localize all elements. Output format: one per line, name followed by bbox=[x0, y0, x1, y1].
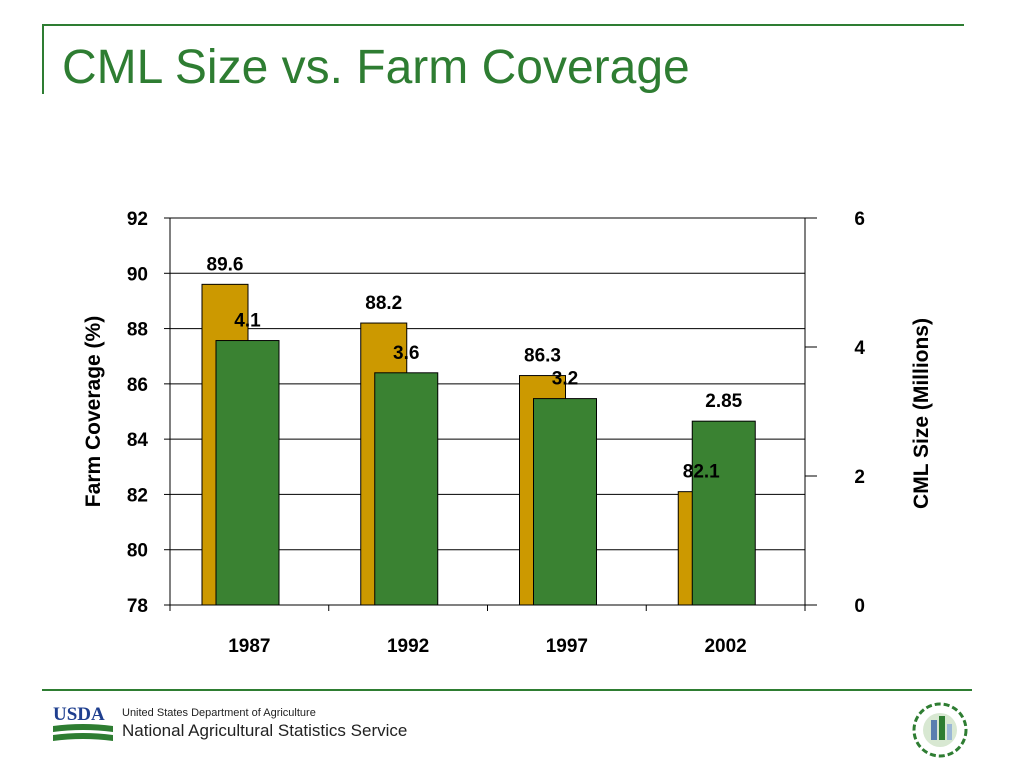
data-label-cml-size: 3.6 bbox=[393, 343, 419, 364]
x-category-label: 1987 bbox=[228, 636, 270, 657]
agency-line-2: National Agricultural Statistics Service bbox=[122, 721, 408, 740]
title-rule-left bbox=[42, 24, 44, 94]
left-tick-label: 84 bbox=[127, 430, 149, 451]
bar-cml-size bbox=[533, 398, 597, 606]
agency-line-1: United States Department of Agriculture bbox=[122, 707, 316, 719]
right-tick-label: 2 bbox=[854, 467, 865, 488]
right-tick-label: 0 bbox=[854, 596, 865, 617]
left-tick-label: 88 bbox=[127, 320, 148, 341]
nass-seal-icon bbox=[912, 702, 968, 758]
svg-text:USDA: USDA bbox=[53, 704, 105, 725]
data-label-cml-size: 4.1 bbox=[234, 311, 261, 332]
left-tick-label: 86 bbox=[127, 375, 148, 396]
usda-logo-icon: USDA bbox=[53, 704, 113, 741]
data-label-cml-size: 2.85 bbox=[705, 391, 742, 412]
right-tick-label: 6 bbox=[854, 209, 865, 230]
data-label-farm-coverage: 88.2 bbox=[365, 293, 402, 314]
data-label-cml-size: 3.2 bbox=[552, 369, 578, 390]
bar-cml-size bbox=[215, 340, 280, 606]
bar-cml-size bbox=[691, 420, 756, 606]
left-tick-label: 80 bbox=[127, 541, 148, 562]
data-label-farm-coverage: 89.6 bbox=[207, 254, 244, 275]
footer-rule bbox=[42, 689, 972, 691]
title-rule-top bbox=[42, 24, 964, 26]
right-tick-label: 4 bbox=[854, 338, 865, 359]
x-category-label: 1992 bbox=[387, 636, 429, 657]
slide-title: CML Size vs. Farm Coverage bbox=[62, 41, 690, 94]
x-category-label: 2002 bbox=[704, 636, 746, 657]
data-label-farm-coverage: 82.1 bbox=[683, 462, 720, 483]
data-label-farm-coverage: 86.3 bbox=[524, 346, 561, 367]
right-axis-title: CML Size (Millions) bbox=[910, 318, 933, 509]
x-category-label: 1997 bbox=[546, 636, 588, 657]
left-axis-title: Farm Coverage (%) bbox=[82, 316, 105, 507]
bar-cml-size bbox=[374, 372, 439, 606]
left-tick-label: 92 bbox=[127, 209, 148, 230]
left-tick-label: 82 bbox=[127, 485, 148, 506]
left-tick-label: 90 bbox=[127, 264, 148, 285]
left-tick-label: 78 bbox=[127, 596, 148, 617]
